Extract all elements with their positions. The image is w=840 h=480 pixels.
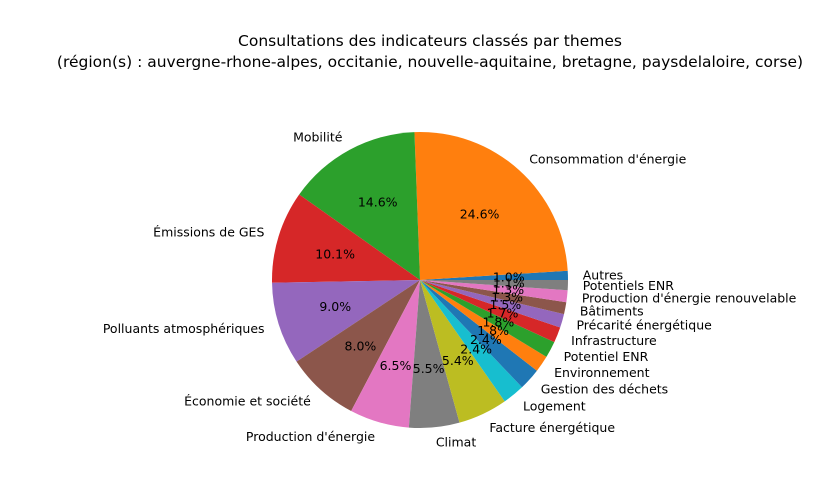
- pie-slice-logement: [420, 280, 522, 402]
- pie-slice-infrastructure: [420, 280, 561, 343]
- percent-label-potentiels-enr: 1.1%: [493, 276, 525, 291]
- percent-label-precarite-energetique: 1.5%: [489, 297, 521, 312]
- pie-slice-economie-et-societe: [296, 280, 420, 412]
- pie-slice-gestion-des-dechets: [420, 280, 537, 388]
- pie-slice-autres: [420, 270, 568, 280]
- percent-label-production-d-energie: 6.5%: [380, 358, 412, 373]
- category-label-production-d-energie: Production d'énergie: [246, 429, 375, 444]
- percent-label-environnement: 1.8%: [477, 323, 509, 338]
- pie-slice-production-d-energie-renouvelable: [420, 280, 568, 303]
- pie-slice-batiments: [420, 280, 567, 315]
- pie-slice-environnement: [420, 280, 547, 371]
- pie-slice-facture-energetique: [420, 280, 505, 423]
- category-label-economie-et-societe: Économie et société: [184, 393, 311, 408]
- percent-label-autres: 1.0%: [493, 270, 525, 285]
- pie-slice-production-d-energie: [351, 280, 420, 428]
- category-label-production-d-energie-renouvelable: Production d'énergie renouvelable: [582, 290, 797, 305]
- percent-label-gestion-des-dechets: 2.4%: [470, 332, 502, 347]
- percent-label-logement: 2.4%: [460, 341, 492, 356]
- chart-title: Consultations des indicateurs classés pa…: [238, 32, 622, 50]
- pie-slice-precarite-energetique: [420, 280, 565, 328]
- category-label-climat: Climat: [436, 435, 477, 450]
- category-label-emissions-de-ges: Émissions de GES: [153, 225, 264, 240]
- percent-label-consommation-d-energie: 24.6%: [460, 207, 500, 222]
- category-label-potentiel-enr: Potentiel ENR: [564, 349, 649, 364]
- percent-label-production-d-energie-renouvelable: 1.3%: [492, 282, 524, 297]
- percent-label-batiments: 1.3%: [491, 289, 523, 304]
- percent-label-climat: 5.5%: [413, 361, 445, 376]
- percent-label-mobilite: 14.6%: [358, 194, 398, 209]
- percent-label-emissions-de-ges: 10.1%: [315, 246, 355, 261]
- category-label-precarite-energetique: Précarité énergétique: [576, 317, 712, 332]
- pie-slices: [272, 132, 568, 429]
- category-label-facture-energetique: Facture énergétique: [489, 420, 615, 435]
- percent-label-facture-energetique: 5.4%: [442, 353, 474, 368]
- category-label-mobilite: Mobilité: [293, 129, 343, 144]
- percent-label-economie-et-societe: 8.0%: [345, 338, 377, 353]
- category-label-autres: Autres: [583, 267, 623, 282]
- pie-slice-climat: [408, 280, 460, 429]
- pie-slice-potentiel-enr: [420, 280, 555, 357]
- chart-subtitle: (région(s) : auvergne-rhone-alpes, occit…: [57, 53, 803, 71]
- category-label-infrastructure: Infrastructure: [571, 333, 657, 348]
- percent-label-infrastructure: 1.7%: [487, 305, 519, 320]
- percent-labels: 1.0%24.6%14.6%10.1%9.0%8.0%6.5% 5.5%5.4%2…: [315, 194, 524, 375]
- category-label-consommation-d-energie: Consommation d'énergie: [529, 152, 686, 167]
- pie-slice-polluants-atmospheriques: [272, 280, 420, 362]
- category-label-polluants-atmospheriques: Polluants atmosphériques: [103, 321, 265, 336]
- pie-slice-emissions-de-ges: [272, 194, 420, 283]
- category-labels: Autres Consommation d'énergie Mobilité Émis…: [103, 129, 797, 449]
- category-label-batiments: Bâtiments: [580, 304, 644, 319]
- pie-slice-consommation-d-energie: [414, 132, 568, 280]
- category-label-gestion-des-dechets: Gestion des déchets: [541, 382, 668, 397]
- pie-slice-potentiels-enr: [420, 280, 568, 291]
- percent-label-polluants-atmospheriques: 9.0%: [319, 299, 351, 314]
- category-label-potentiels-enr: Potentiels ENR: [583, 278, 675, 293]
- category-label-environnement: Environnement: [554, 365, 650, 380]
- category-label-logement: Logement: [523, 399, 586, 414]
- percent-label-potentiel-enr: 1.8%: [482, 314, 514, 329]
- pie-slice-mobilite: [299, 132, 420, 280]
